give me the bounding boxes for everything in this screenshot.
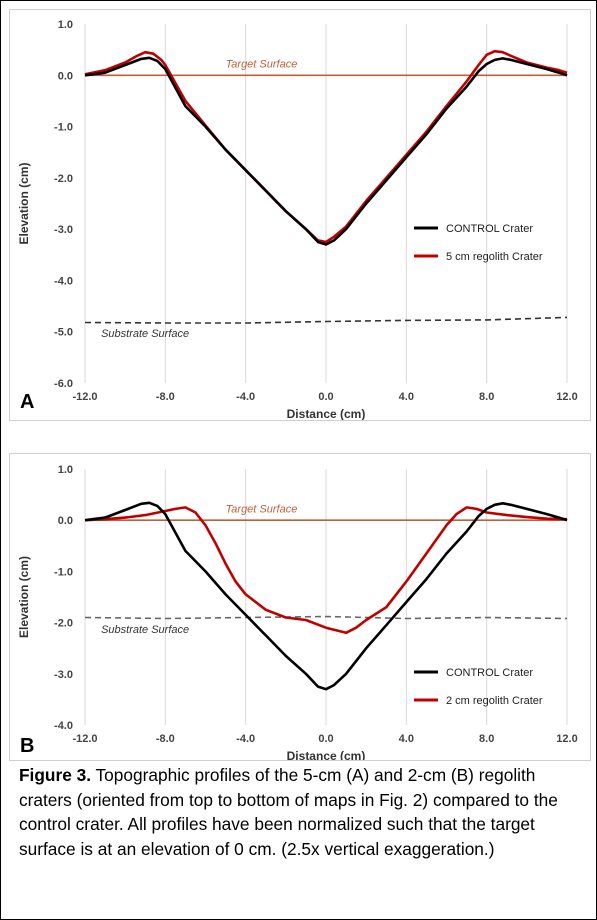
chart-panel-a: -12.0 -8.0 -4.0 0.0 4.0 8.0 12.0 1.0 0.0 -1.0 -2.0…	[9, 9, 591, 421]
panel-letter: A	[20, 391, 34, 413]
x-tick-label: 0.0	[318, 733, 333, 745]
y-tick-label: 0.0	[58, 70, 73, 82]
series-line-5-cm-regolith-crater	[84, 49, 568, 244]
y-tick-label: -3.0	[54, 669, 73, 681]
series-line-substrate-surface	[84, 316, 568, 324]
substrate-surface-label: Substrate Surface	[101, 624, 189, 636]
x-tick-label: 4.0	[399, 391, 414, 403]
x-tick-label: -8.0	[156, 733, 175, 745]
x-axis-title: Distance (cm)	[287, 749, 366, 760]
series-line-substrate-surface	[84, 615, 568, 620]
x-tick-label: -12.0	[72, 733, 97, 745]
legend-label: CONTROL Crater	[446, 223, 533, 235]
substrate-surface-label: Substrate Surface	[101, 328, 189, 340]
y-tick-label: -6.0	[54, 378, 73, 390]
y-tick-label: -3.0	[54, 224, 73, 236]
x-tick-label: 12.0	[556, 733, 577, 745]
figure-caption: Figure 3. Topographic profiles of the 5-…	[19, 763, 591, 861]
y-tick-label: 1.0	[58, 19, 73, 31]
y-tick-label: -1.0	[54, 122, 73, 134]
chart-b-svg: -12.0 -8.0 -4.0 0.0 4.0 8.0 12.0 1.0 0.0 -1.0 -2.0…	[17, 464, 578, 760]
x-tick-label: -4.0	[236, 733, 255, 745]
series-line-control-crater	[84, 501, 568, 691]
y-tick-label: -1.0	[54, 566, 73, 578]
target-surface-label: Target Surface	[226, 59, 298, 71]
y-tick-label: 1.0	[58, 464, 73, 476]
panel-letter: B	[20, 735, 34, 757]
series-line-2-cm-regolith-crater	[84, 506, 568, 635]
caption-label: Figure 3.	[19, 765, 92, 785]
x-tick-label: 8.0	[479, 733, 494, 745]
series-line-control-crater	[84, 56, 568, 246]
x-tick-label: -12.0	[72, 391, 97, 403]
legend-label: CONTROL Crater	[446, 667, 533, 679]
legend-label: 2 cm regolith Crater	[446, 695, 543, 707]
y-tick-label: 0.0	[58, 515, 73, 527]
x-tick-label: -4.0	[236, 391, 255, 403]
caption-text: Topographic profiles of the 5-cm (A) and…	[19, 765, 558, 859]
y-tick-label: -2.0	[54, 618, 73, 630]
target-surface-label: Target Surface	[226, 504, 298, 516]
y-tick-label: -5.0	[54, 327, 73, 339]
x-axis-title: Distance (cm)	[287, 407, 366, 420]
y-tick-label: -4.0	[54, 275, 73, 287]
chart-a-svg: -12.0 -8.0 -4.0 0.0 4.0 8.0 12.0 1.0 0.0 -1.0 -2.0…	[17, 19, 578, 420]
x-tick-label: 12.0	[556, 391, 577, 403]
chart-panel-b: -12.0 -8.0 -4.0 0.0 4.0 8.0 12.0 1.0 0.0 -1.0 -2.0…	[9, 453, 591, 761]
y-axis-title: Elevation (cm)	[17, 162, 31, 244]
x-tick-label: 0.0	[318, 391, 333, 403]
y-axis-title: Elevation (cm)	[17, 556, 31, 638]
x-tick-label: 8.0	[479, 391, 494, 403]
y-tick-label: -4.0	[54, 720, 73, 732]
legend-label: 5 cm regolith Crater	[446, 251, 543, 263]
x-tick-label: 4.0	[399, 733, 414, 745]
y-tick-label: -2.0	[54, 173, 73, 185]
x-tick-label: -8.0	[156, 391, 175, 403]
